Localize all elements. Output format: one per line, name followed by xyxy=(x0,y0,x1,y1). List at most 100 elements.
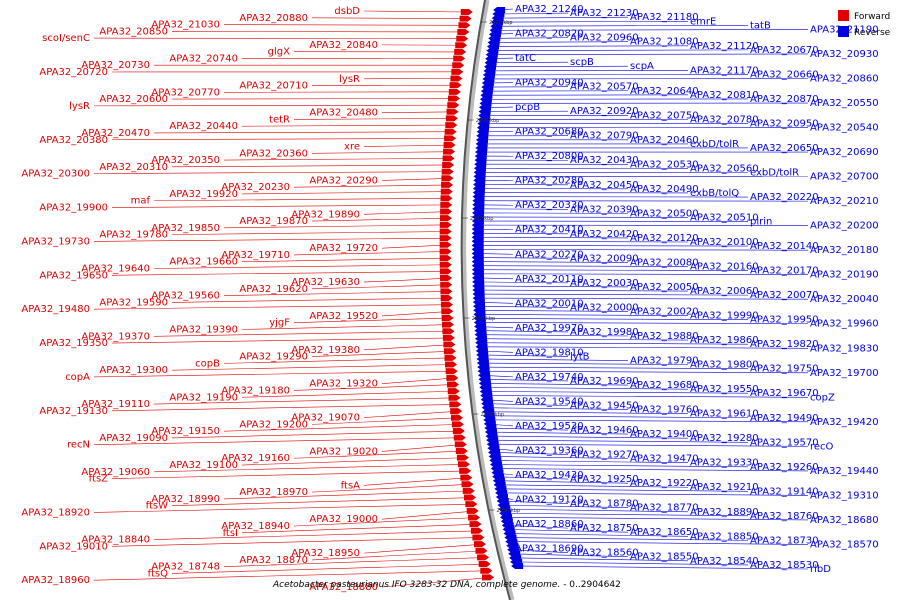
reverse-gene-label: APA32_19800 xyxy=(690,360,759,371)
reverse-gene-label: APA32_21180 xyxy=(630,12,699,23)
reverse-gene-label: APA32_20200 xyxy=(810,221,879,232)
forward-gene-label: yjgF xyxy=(269,318,290,329)
reverse-gene-label: APA32_19790 xyxy=(630,356,699,367)
reverse-gene-label: APA32_19860 xyxy=(690,335,759,346)
reverse-gene-label: APA32_20140 xyxy=(750,241,819,252)
reverse-gene-label: APA32_20680 xyxy=(515,127,584,138)
reverse-gene-label: APA32_19400 xyxy=(630,429,699,440)
forward-gene-label: APA32_19390 xyxy=(169,324,238,335)
reverse-gene-label: APA32_20800 xyxy=(515,151,584,162)
reverse-connector xyxy=(505,533,689,537)
scale-tick-label: 2100 kbp xyxy=(481,412,505,418)
forward-gene-arrow xyxy=(472,534,485,541)
forward-connector xyxy=(171,497,475,506)
reverse-gene-label: APA32_19430 xyxy=(515,470,584,481)
forward-gene-label: APA32_20850 xyxy=(99,26,168,37)
reverse-gene-label: APA32_19460 xyxy=(570,425,639,436)
reverse-gene-label: APA32_20090 xyxy=(570,253,639,264)
forward-connector xyxy=(223,224,450,229)
forward-gene-arrow xyxy=(455,42,468,49)
forward-gene-label: APA32_18960 xyxy=(21,575,90,586)
reverse-gene-label: APA32_20050 xyxy=(630,282,699,293)
forward-connector xyxy=(223,158,453,161)
reverse-gene-label: APA32_20160 xyxy=(690,262,759,273)
forward-gene-arrow xyxy=(441,181,454,188)
forward-gene-label: APA32_19320 xyxy=(309,379,378,390)
reverse-gene-label: APA32_20190 xyxy=(810,270,879,281)
forward-gene-arrow xyxy=(445,115,458,122)
forward-gene-arrow xyxy=(457,28,470,35)
reverse-connector xyxy=(506,537,749,541)
reverse-connector xyxy=(492,464,749,468)
reverse-connector xyxy=(473,224,809,226)
forward-connector xyxy=(311,483,472,493)
forward-gene-arrow xyxy=(443,148,456,155)
reverse-gene-label: APA32_20810 xyxy=(690,90,759,101)
forward-connector xyxy=(93,570,491,581)
reverse-connector xyxy=(485,70,689,72)
reverse-connector xyxy=(482,395,809,398)
forward-connector xyxy=(171,563,489,574)
forward-gene-arrow xyxy=(440,301,453,308)
forward-gene-arrow xyxy=(439,261,452,268)
forward-gene-arrow xyxy=(446,108,459,115)
scale-tick-label: 2250 kbp xyxy=(476,118,500,124)
forward-connector xyxy=(381,577,493,588)
reverse-gene-label: APA32_18680 xyxy=(810,515,879,526)
reverse-gene-label: pirin xyxy=(750,217,772,228)
reverse-gene-label: APA32_18650 xyxy=(630,527,699,538)
forward-gene-arrow xyxy=(452,62,465,69)
forward-gene-arrow xyxy=(440,195,453,202)
forward-connector xyxy=(363,10,471,13)
reverse-gene-label: APA32_20460 xyxy=(630,135,699,146)
reverse-gene-label: APA32_20930 xyxy=(810,49,879,60)
forward-connector xyxy=(381,244,450,249)
forward-gene-label: APA32_19480 xyxy=(21,304,90,315)
reverse-connector xyxy=(478,358,629,361)
forward-connector xyxy=(153,264,450,269)
reverse-gene-label: APA32_18550 xyxy=(630,552,699,563)
legend-forward-swatch xyxy=(838,10,849,21)
forward-connector xyxy=(293,517,479,527)
forward-gene-label: APA32_20770 xyxy=(151,87,220,98)
reverse-connector xyxy=(473,249,809,251)
forward-gene-label: ftsQ xyxy=(148,568,168,579)
reverse-gene-label: APA32_19960 xyxy=(810,319,879,330)
forward-connector xyxy=(223,357,455,364)
forward-gene-arrow xyxy=(456,454,469,461)
reverse-connector xyxy=(491,29,809,31)
reverse-connector xyxy=(473,220,749,222)
forward-connector xyxy=(93,104,458,107)
reverse-connector xyxy=(487,435,689,439)
forward-connector xyxy=(171,430,463,439)
forward-gene-label: APA32_20380 xyxy=(39,135,108,146)
forward-gene-label: APA32_21030 xyxy=(151,20,220,31)
forward-gene-arrow xyxy=(453,434,466,441)
forward-gene-arrow xyxy=(444,135,457,142)
forward-connector xyxy=(311,284,451,290)
reverse-connector xyxy=(474,281,569,284)
reverse-gene-label: APA32_19360 xyxy=(515,445,584,456)
reverse-gene-label: APA32_19690 xyxy=(570,376,639,387)
forward-gene-arrow xyxy=(464,494,477,501)
forward-gene-arrow xyxy=(480,567,493,574)
reverse-connector xyxy=(474,293,749,296)
reverse-gene-label: APA32_19700 xyxy=(810,368,879,379)
forward-connector xyxy=(153,463,469,473)
forward-connector xyxy=(223,424,462,432)
reverse-connector xyxy=(483,403,569,406)
forward-connector xyxy=(223,91,459,93)
reverse-gene-label: APA32_21230 xyxy=(570,8,639,19)
reverse-gene-label: APA32_20000 xyxy=(570,302,639,313)
forward-gene-arrow xyxy=(445,122,458,129)
reverse-connector xyxy=(484,411,689,414)
reverse-connector xyxy=(473,245,749,247)
forward-gene-label: APA32_19160 xyxy=(221,453,290,464)
forward-gene-arrow xyxy=(441,314,454,321)
reverse-gene-label: APA32_19140 xyxy=(750,486,819,497)
forward-gene-arrow xyxy=(470,527,483,534)
reverse-gene-label: APA32_19740 xyxy=(515,372,584,383)
reverse-gene-label: APA32_19670 xyxy=(750,388,819,399)
reverse-connector xyxy=(486,61,569,64)
forward-gene-label: APA32_19300 xyxy=(99,365,168,376)
